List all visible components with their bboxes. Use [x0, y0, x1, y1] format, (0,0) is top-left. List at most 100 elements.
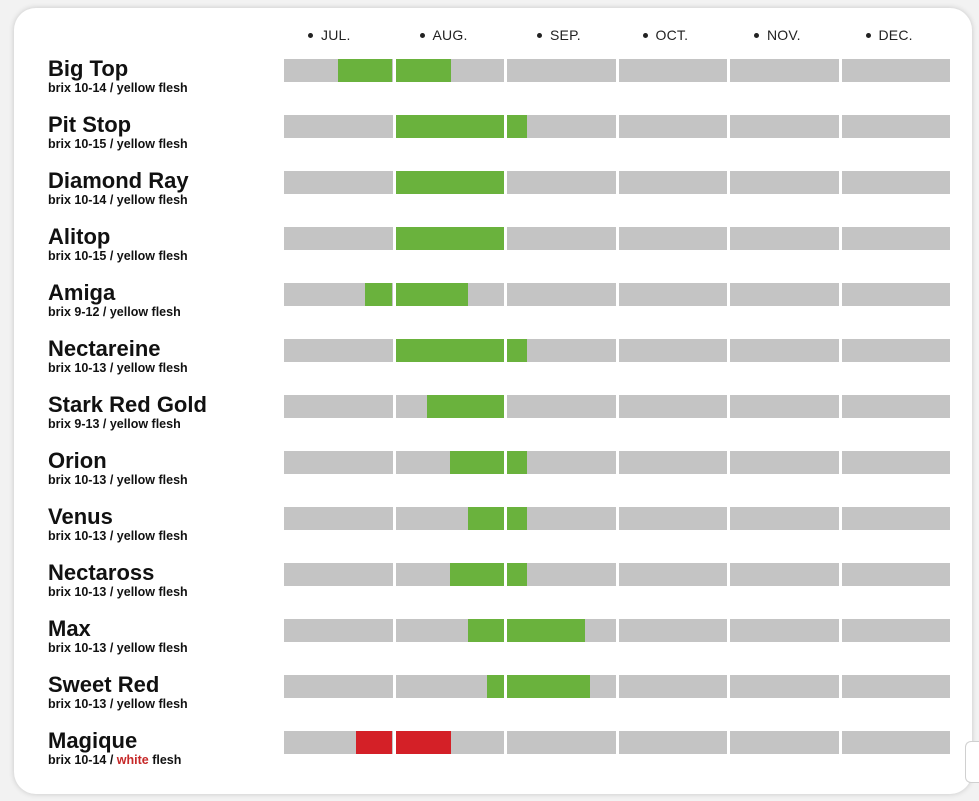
harvest-timeline	[284, 563, 953, 586]
month-segment	[507, 115, 616, 138]
variety-description: brix 10-13 / yellow flesh	[48, 529, 188, 544]
month-segment	[395, 675, 504, 698]
month-label-text: OCT.	[655, 27, 689, 43]
harvest-bar	[507, 507, 528, 530]
month-segment	[618, 451, 727, 474]
month-segment	[507, 451, 616, 474]
flesh-color-text: yellow	[116, 529, 156, 543]
month-segment	[618, 115, 727, 138]
month-segment	[618, 171, 727, 194]
harvest-timeline	[284, 115, 953, 138]
brix-text: brix 10-15 /	[48, 137, 117, 151]
month-segment	[841, 283, 950, 306]
bullet-dot-icon	[754, 32, 759, 38]
flesh-color-text: yellow	[116, 585, 156, 599]
variety-name: Nectareine	[48, 336, 161, 361]
bullet-dot-icon	[865, 32, 871, 38]
variety-row: Amiga brix 9-12 / yellow flesh	[0, 281, 979, 329]
variety-name: Nectaross	[48, 560, 155, 585]
month-segment	[730, 395, 839, 418]
harvest-bar	[395, 115, 504, 138]
harvest-timeline	[284, 171, 953, 194]
harvest-bar	[467, 619, 504, 642]
harvest-bar	[507, 339, 528, 362]
bullet-dot-icon	[537, 32, 542, 38]
flesh-word-text: flesh	[148, 753, 182, 767]
variety-name: Pit Stop	[48, 112, 132, 137]
month-segment	[841, 227, 950, 250]
flesh-word-text: flesh	[155, 585, 188, 599]
month-segment	[618, 731, 727, 754]
variety-name: Amiga	[48, 280, 116, 305]
month-segment	[284, 563, 393, 586]
month-label-text: JUL.	[321, 27, 351, 43]
month-segment	[284, 451, 393, 474]
flesh-color-text: yellow	[116, 697, 156, 711]
flesh-word-text: flesh	[155, 249, 188, 263]
variety-description: brix 10-13 / yellow flesh	[48, 585, 188, 600]
flesh-color-text: yellow	[116, 137, 156, 151]
month-segment	[284, 339, 393, 362]
month-segment	[730, 339, 839, 362]
month-segment	[730, 619, 839, 642]
month-label-text: DEC.	[878, 27, 913, 43]
month-segment	[730, 171, 839, 194]
month-segment	[618, 563, 727, 586]
variety-row: Max brix 10-13 / yellow flesh	[0, 617, 979, 665]
month-segment	[618, 59, 727, 82]
month-segment	[284, 171, 393, 194]
month-segment	[507, 339, 616, 362]
harvest-bar	[507, 451, 528, 474]
variety-name: Big Top	[48, 56, 129, 81]
month-segment	[507, 227, 616, 250]
month-segment	[841, 731, 950, 754]
month-segment	[618, 339, 727, 362]
flesh-color-text: yellow	[116, 473, 156, 487]
month-segment	[507, 395, 616, 418]
month-segment	[841, 339, 950, 362]
month-segment	[841, 395, 950, 418]
month-segment	[730, 115, 839, 138]
month-segment	[730, 283, 839, 306]
bullet-dot-icon	[308, 32, 313, 38]
scroll-widget[interactable]	[965, 741, 979, 783]
variety-description: brix 9-12 / yellow flesh	[48, 305, 181, 320]
harvest-bar	[507, 563, 528, 586]
brix-text: brix 10-13 /	[48, 585, 117, 599]
bullet-dot-icon	[642, 32, 648, 38]
harvest-bar	[507, 675, 590, 698]
harvest-bar	[395, 731, 452, 754]
harvest-bar	[395, 283, 468, 306]
month-segment	[841, 675, 950, 698]
harvest-bar	[356, 731, 393, 754]
harvest-timeline	[284, 227, 953, 250]
month-segment	[730, 507, 839, 530]
month-label-text: SEP.	[550, 27, 581, 43]
month-label-text: NOV.	[767, 27, 801, 43]
month-segment	[284, 395, 393, 418]
flesh-word-text: flesh	[155, 529, 188, 543]
variety-row: Pit Stop brix 10-15 / yellow flesh	[0, 113, 979, 161]
harvest-bar	[365, 283, 393, 306]
month-segment	[730, 731, 839, 754]
flesh-word-text: flesh	[155, 641, 188, 655]
flesh-word-text: flesh	[148, 417, 181, 431]
month-segment	[618, 507, 727, 530]
month-segment	[730, 563, 839, 586]
month-segment	[507, 171, 616, 194]
brix-text: brix 10-13 /	[48, 361, 117, 375]
variety-description: brix 10-13 / yellow flesh	[48, 473, 188, 488]
harvest-bar	[395, 227, 504, 250]
brix-text: brix 9-13 /	[48, 417, 110, 431]
flesh-word-text: flesh	[155, 697, 188, 711]
variety-row: Venus brix 10-13 / yellow flesh	[0, 505, 979, 553]
month-segment	[507, 283, 616, 306]
variety-description: brix 10-14 / yellow flesh	[48, 193, 188, 208]
harvest-timeline	[284, 731, 953, 754]
brix-text: brix 10-14 /	[48, 81, 117, 95]
month-segment	[507, 59, 616, 82]
variety-name: Venus	[48, 504, 113, 529]
brix-text: brix 10-14 /	[48, 193, 117, 207]
variety-description: brix 10-15 / yellow flesh	[48, 137, 188, 152]
month-segment	[284, 507, 393, 530]
